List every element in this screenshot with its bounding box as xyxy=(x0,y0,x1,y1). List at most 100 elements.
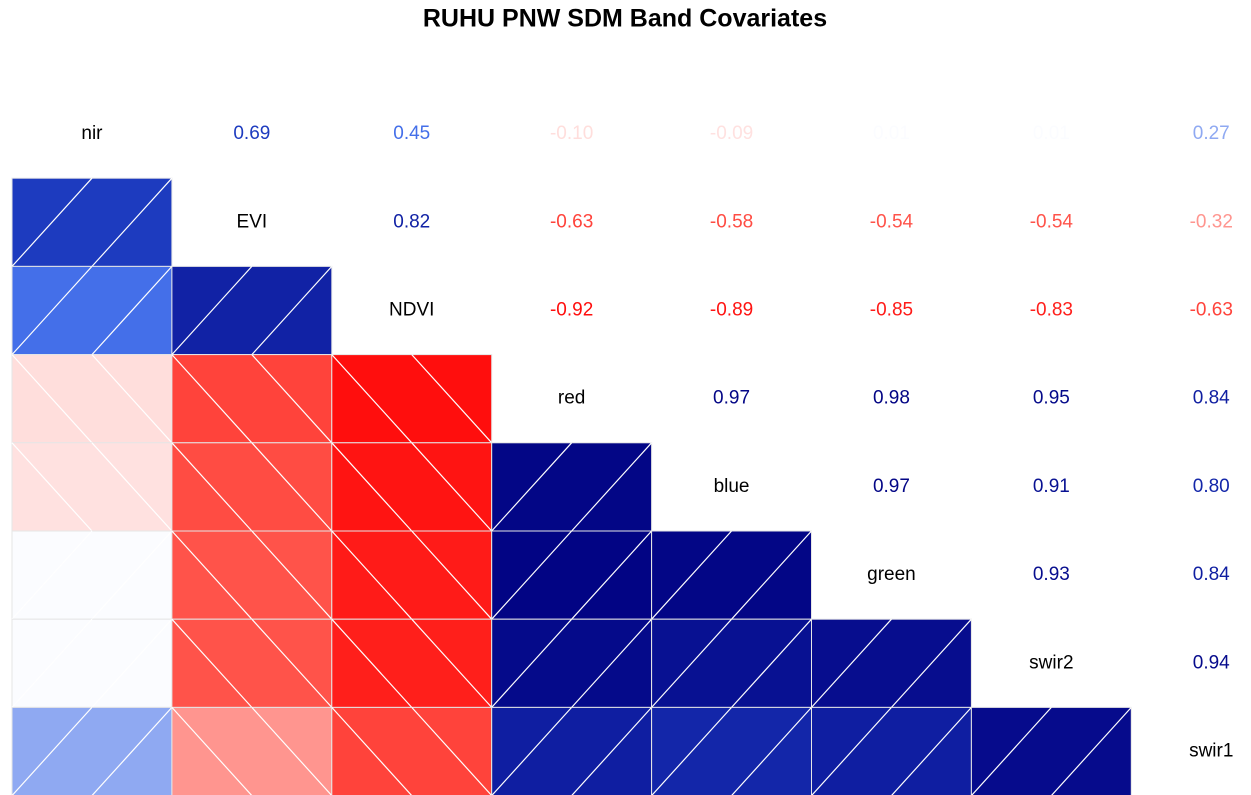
correlation-cell xyxy=(651,530,812,620)
hatch-line xyxy=(251,265,333,356)
correlation-label: -0.32 xyxy=(1190,211,1233,232)
hatch-line xyxy=(331,354,413,444)
correlation-label: 0.27 xyxy=(1193,123,1230,144)
hatch-line xyxy=(331,618,413,708)
correlation-cell xyxy=(331,530,493,620)
hatch-line xyxy=(331,530,413,620)
correlation-label: 0.69 xyxy=(233,123,270,144)
correlation-cell xyxy=(331,354,493,444)
correlation-label: 0.95 xyxy=(1033,388,1070,409)
hatch-line xyxy=(91,442,173,532)
variable-label: swir1 xyxy=(1189,741,1233,762)
correlation-label: 0.97 xyxy=(873,476,910,497)
correlation-cell xyxy=(491,530,653,620)
correlation-cell xyxy=(11,442,173,532)
hatch-line xyxy=(571,706,653,795)
variable-label: red xyxy=(558,388,585,409)
correlation-cell xyxy=(11,177,173,267)
hatch-line xyxy=(1051,706,1132,795)
correlation-cell xyxy=(491,442,653,532)
hatch-line xyxy=(891,706,972,795)
correlation-cell xyxy=(171,265,333,356)
correlation-label: 0.94 xyxy=(1193,652,1230,673)
hatch-line xyxy=(731,706,812,795)
correlation-cell xyxy=(331,442,493,532)
hatch-line xyxy=(331,442,413,532)
hatch-line xyxy=(171,706,253,795)
variable-label: blue xyxy=(714,476,750,497)
hatch-line xyxy=(171,442,253,532)
correlation-label: -0.58 xyxy=(710,211,753,232)
hatch-line xyxy=(251,530,333,620)
variable-label: green xyxy=(867,564,916,585)
hatch-line xyxy=(11,177,93,267)
hatch-line xyxy=(891,618,972,708)
hatch-line xyxy=(571,530,653,620)
hatch-line xyxy=(971,706,1052,795)
hatch-line xyxy=(11,618,93,708)
hatch-line xyxy=(651,706,732,795)
correlation-cell xyxy=(811,618,972,708)
hatch-line xyxy=(731,530,812,620)
correlation-cell xyxy=(651,618,812,708)
hatch-line xyxy=(11,530,93,620)
correlation-cell xyxy=(11,618,173,708)
hatch-line xyxy=(171,265,253,356)
hatch-line xyxy=(11,354,93,444)
hatch-line xyxy=(171,354,253,444)
correlation-label: 0.82 xyxy=(393,211,430,232)
correlation-cell xyxy=(11,265,173,356)
correlation-cell xyxy=(331,618,493,708)
hatch-line xyxy=(731,618,812,708)
correlation-cell xyxy=(171,442,333,532)
correlation-label: -0.10 xyxy=(550,123,593,144)
hatch-line xyxy=(811,706,892,795)
hatch-line xyxy=(171,530,253,620)
hatch-line xyxy=(811,618,892,708)
correlation-cell xyxy=(811,706,972,795)
correlation-cell xyxy=(171,618,333,708)
hatch-line xyxy=(651,530,732,620)
correlation-cell xyxy=(970,706,1132,795)
hatch-line xyxy=(411,530,493,620)
correlation-label: -0.54 xyxy=(1030,211,1074,232)
correlation-cell xyxy=(171,706,333,795)
variable-label: NDVI xyxy=(389,300,434,321)
correlation-label: 0.84 xyxy=(1193,388,1230,409)
correlation-label: 0.01 xyxy=(1033,123,1070,144)
correlation-label: 0.98 xyxy=(873,388,910,409)
correlation-label: 0.97 xyxy=(713,388,750,409)
variable-label: swir2 xyxy=(1029,652,1073,673)
hatch-line xyxy=(251,442,333,532)
hatch-line xyxy=(11,442,93,532)
hatch-line xyxy=(91,177,173,267)
correlation-label: -0.63 xyxy=(1190,300,1233,321)
correlation-label: -0.09 xyxy=(710,123,753,144)
correlation-cell xyxy=(11,530,173,620)
hatch-line xyxy=(91,354,173,444)
hatch-line xyxy=(491,530,573,620)
hatch-line xyxy=(491,442,573,532)
hatch-line xyxy=(411,618,493,708)
hatch-line xyxy=(491,706,573,795)
hatch-line xyxy=(251,706,333,795)
correlation-label: -0.89 xyxy=(710,300,753,321)
hatch-line xyxy=(91,618,173,708)
hatch-line xyxy=(411,706,492,795)
correlation-label: 0.45 xyxy=(393,123,430,144)
hatch-line xyxy=(411,354,493,444)
correlation-cell xyxy=(491,706,653,795)
correlation-label: 0.84 xyxy=(1193,564,1230,585)
correlation-cell xyxy=(331,706,493,795)
correlation-cell xyxy=(11,706,173,795)
hatch-line xyxy=(91,530,173,620)
chart-title: RUHU PNW SDM Band Covariates xyxy=(423,5,827,33)
hatch-line xyxy=(571,618,653,708)
variable-label: EVI xyxy=(237,211,268,232)
correlation-label: 0.91 xyxy=(1033,476,1070,497)
hatch-line xyxy=(251,354,333,444)
correlation-cell xyxy=(651,706,812,795)
correlation-label: -0.54 xyxy=(870,211,914,232)
correlation-label: 0.01 xyxy=(873,123,910,144)
